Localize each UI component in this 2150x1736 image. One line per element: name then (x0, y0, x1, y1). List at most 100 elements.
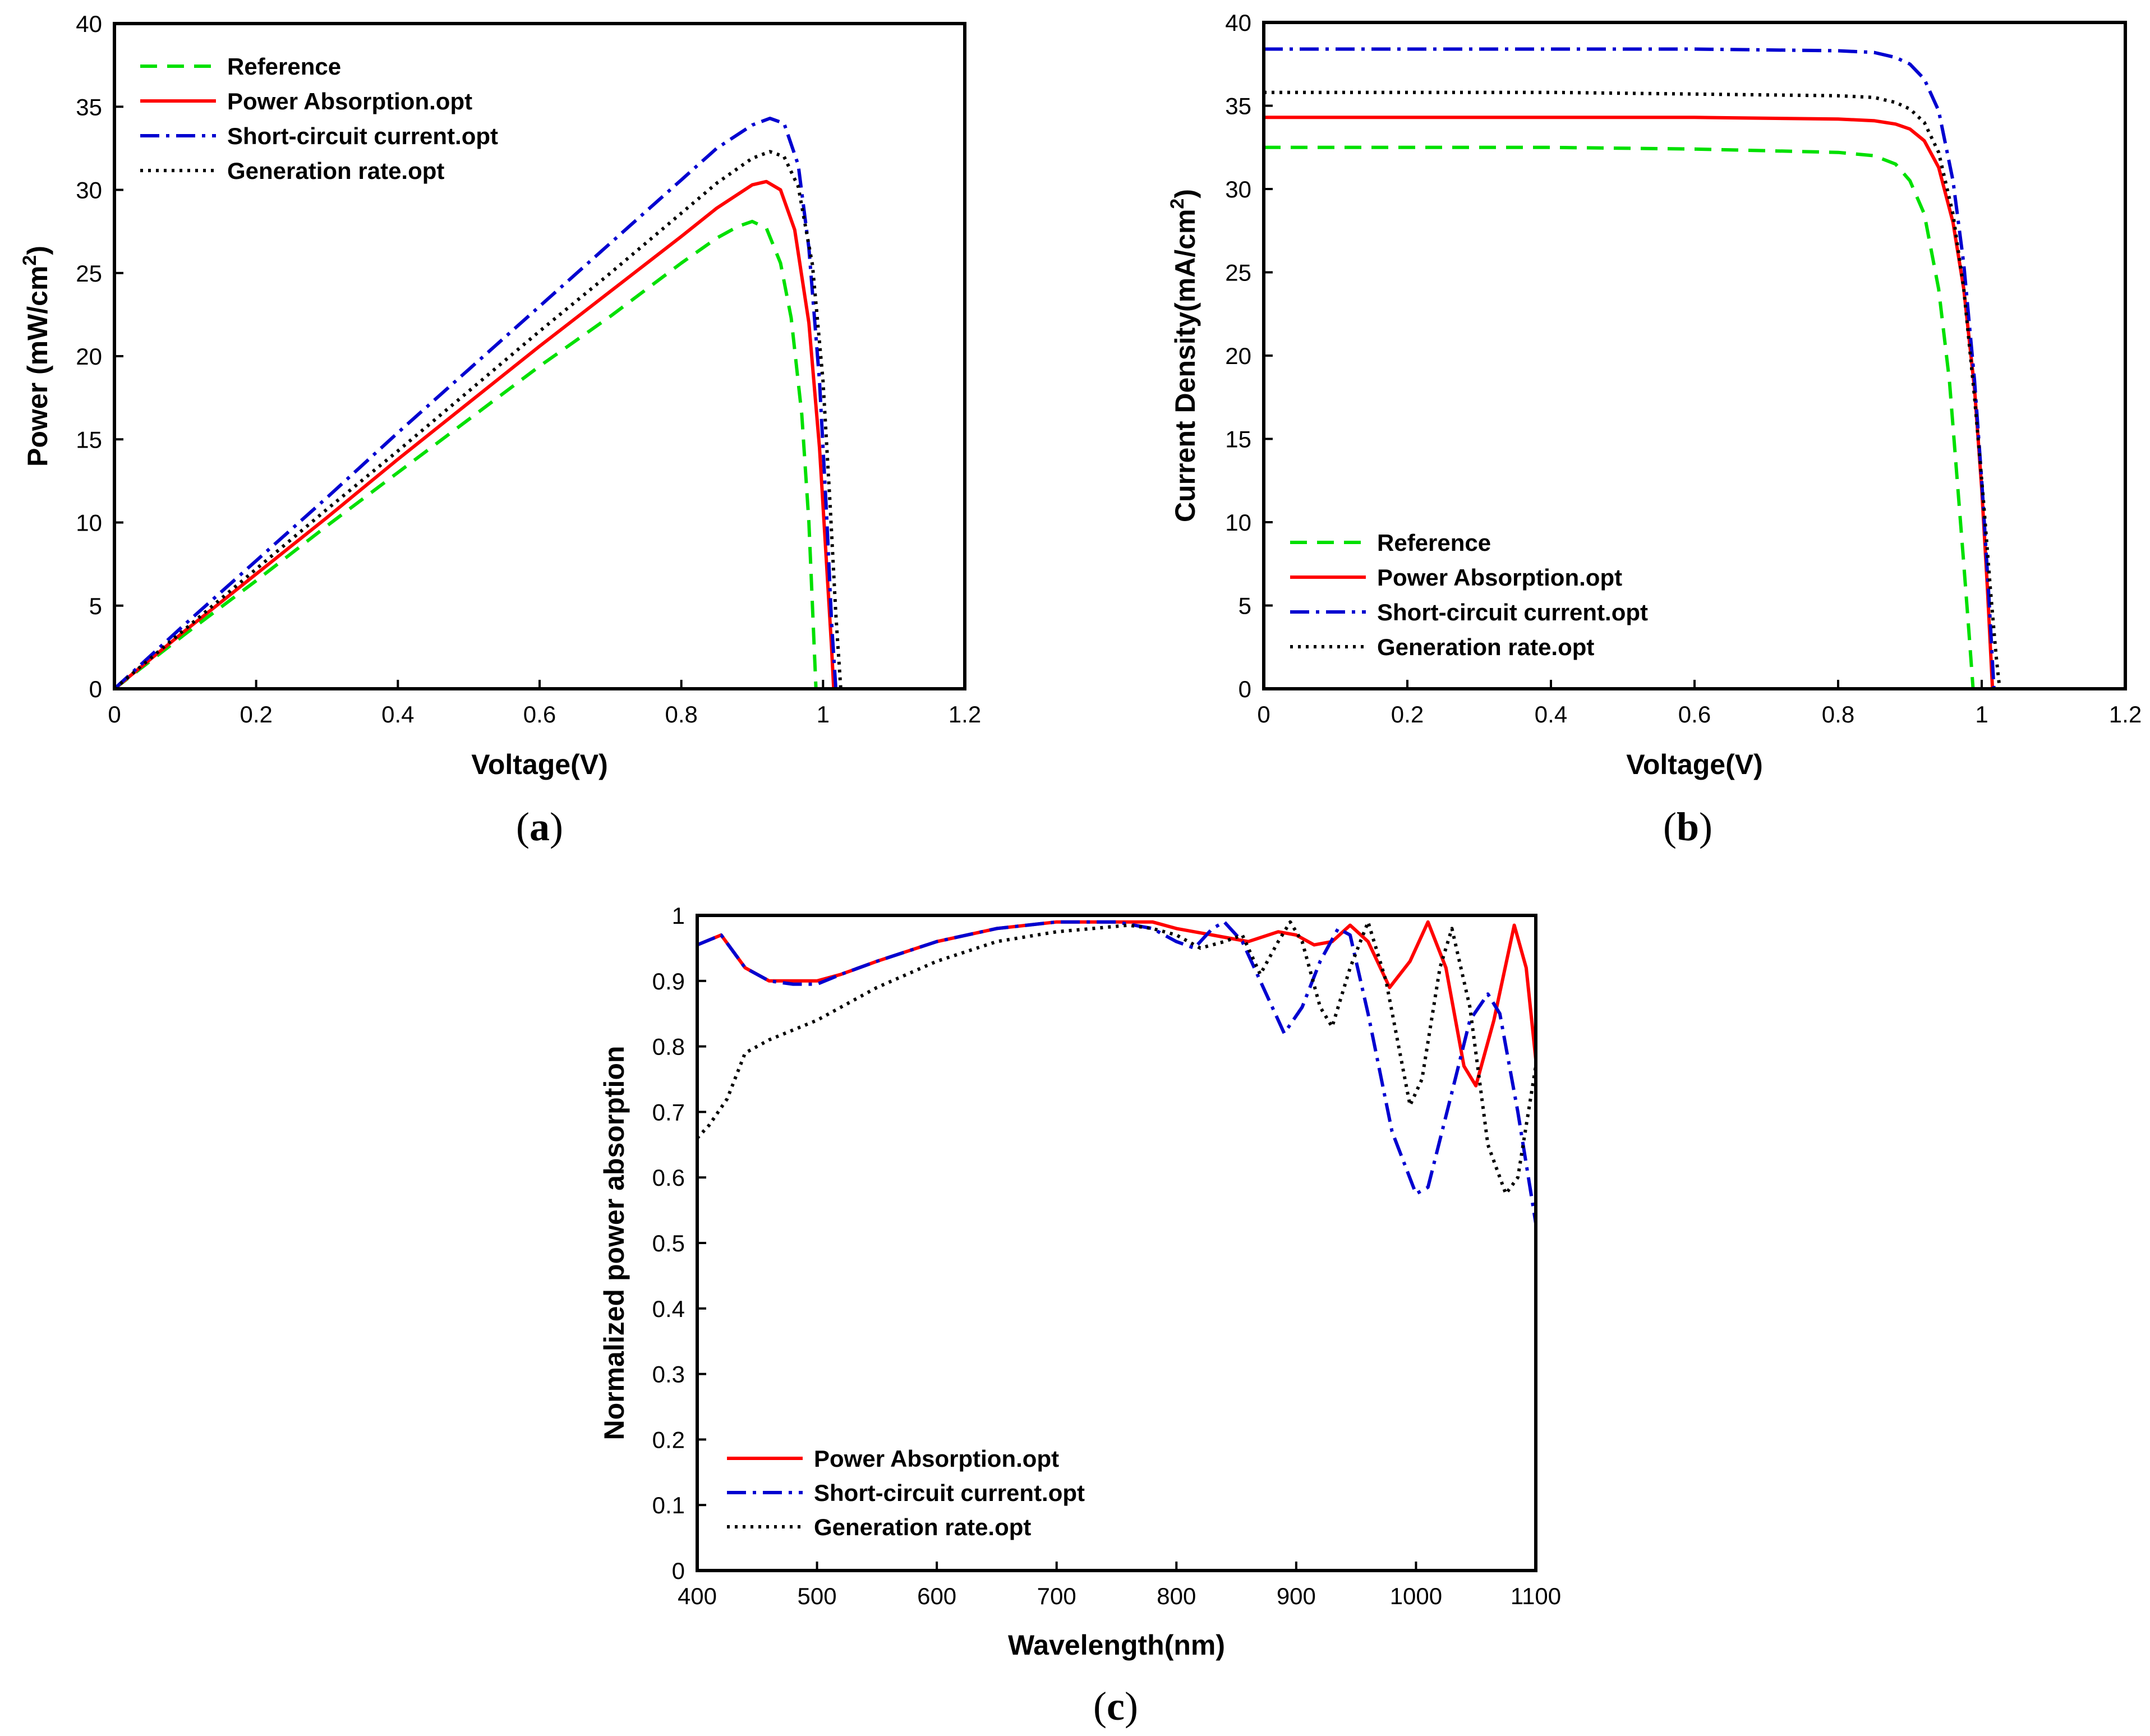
caption-letter: c (1107, 1684, 1125, 1729)
legend-label: Power Absorption.opt (814, 1445, 1059, 1472)
legend-label: Power Absorption.opt (1377, 564, 1622, 591)
legend: Reference Power Absorption.opt Short-circu… (1290, 529, 1648, 660)
panel-c-chart: 400 500 600 700 800 900 1000 1100 0 0.1 0.2 0.3 0.4 0… (598, 902, 1561, 1729)
y-axis-title-text: Power (mW/cm (22, 266, 53, 467)
y-tick-label: 30 (1225, 176, 1251, 202)
legend: Power Absorption.opt Short-circuit curren… (727, 1445, 1085, 1540)
y-tick-label: 0.4 (652, 1296, 685, 1322)
x-axis-title: Wavelength(nm) (1008, 1629, 1225, 1661)
y-tick-label: 35 (76, 94, 102, 120)
x-tick-label: 0.4 (1535, 701, 1567, 727)
y-tick-label: 40 (76, 11, 102, 37)
y-tick-label: 5 (89, 593, 102, 619)
caption-open-paren: ( (516, 804, 530, 849)
series-line-generation-rate-opt (114, 150, 842, 689)
y-tick-label: 0.6 (652, 1164, 685, 1191)
y-tick-label: 10 (1225, 509, 1251, 536)
x-tick-label: 1.2 (2109, 701, 2142, 727)
x-tick-label: 0.2 (1391, 701, 1424, 727)
y-axis-title-superscript: 2 (19, 255, 40, 266)
x-tick-label: 1 (1975, 701, 1988, 727)
y-tick-label: 0.5 (652, 1230, 685, 1256)
legend-label: Generation rate.opt (227, 158, 444, 184)
y-tick-label: 20 (1225, 343, 1251, 369)
y-tick-label: 20 (76, 343, 102, 370)
panel-caption: (c) (1093, 1684, 1138, 1729)
y-tick-label: 25 (1225, 260, 1251, 286)
x-tick-label: 1 (817, 701, 830, 727)
y-tick-label: 10 (76, 510, 102, 536)
series-line-power-absorption-opt (697, 920, 1536, 1088)
legend-label: Power Absorption.opt (227, 88, 472, 114)
panel-b-chart: 0 0.2 0.4 0.6 0.8 1 1.2 0 5 10 15 20 25 30 35 40 Voltage… (1167, 10, 2142, 849)
caption-close-paren: ) (550, 804, 563, 849)
x-tick-label: 400 (678, 1583, 717, 1609)
y-tick-label: 1 (672, 902, 685, 929)
y-tick-label: 35 (1225, 93, 1251, 119)
y-axis-title-end: ) (22, 246, 53, 255)
y-axis-title: Current Density(mA/cm2) (1167, 189, 1201, 522)
x-tick-label: 1000 (1390, 1583, 1442, 1609)
legend-label: Short-circuit current.opt (1377, 599, 1648, 625)
y-tick-label: 0.3 (652, 1361, 685, 1388)
y-tick-label: 0 (672, 1558, 685, 1584)
y-tick-label: 0.7 (652, 1099, 685, 1125)
x-tick-label: 0 (108, 701, 121, 727)
series-line-short-circuit-current-opt (1264, 47, 1996, 689)
y-tick-label: 0.1 (652, 1492, 685, 1518)
series-line-short-circuit-current-opt (697, 920, 1536, 1224)
y-tick-label: 15 (1225, 426, 1251, 453)
y-axis-title-text: Normalized power absorption (598, 1046, 630, 1440)
series-line-reference (1264, 145, 1975, 689)
y-axis-title: Power (mW/cm2) (19, 246, 53, 467)
legend-label: Generation rate.opt (814, 1514, 1031, 1540)
series-line-generation-rate-opt (1264, 90, 2001, 689)
legend-label: Short-circuit current.opt (814, 1480, 1085, 1506)
series-line-reference (114, 219, 818, 689)
y-tick-label: 40 (1225, 10, 1251, 36)
legend: Reference Power Absorption.opt Short-circu… (140, 53, 498, 184)
x-tick-label: 1.2 (949, 701, 981, 727)
legend-label: Reference (227, 53, 341, 80)
caption-open-paren: ( (1663, 804, 1677, 849)
x-tick-label: 0.6 (523, 701, 556, 727)
y-axis-title-text: Current Density(mA/cm (1170, 209, 1201, 522)
y-tick-label: 25 (76, 260, 102, 287)
caption-letter: b (1677, 804, 1699, 849)
x-tick-label: 0.4 (381, 701, 414, 727)
x-tick-label: 500 (798, 1583, 837, 1609)
legend-label: Reference (1377, 529, 1491, 556)
y-axis-title: Normalized power absorption (598, 1046, 630, 1440)
legend-label: Generation rate.opt (1377, 634, 1594, 660)
y-axis-title-end: ) (1170, 189, 1201, 199)
x-axis-title: Voltage(V) (471, 749, 608, 780)
y-tick-label: 0 (1239, 676, 1251, 702)
panel-a-chart: 0 0.2 0.4 0.6 0.8 1 1.2 0 5 10 15 20 25 30 35 40 Voltage… (19, 11, 981, 849)
x-tick-label: 600 (917, 1583, 956, 1609)
x-tick-label: 1100 (1511, 1583, 1561, 1609)
caption-letter: a (530, 804, 550, 849)
x-tick-label: 900 (1277, 1583, 1316, 1609)
y-tick-label: 0 (89, 676, 102, 702)
y-tick-label: 30 (76, 177, 102, 204)
y-tick-label: 0.9 (652, 968, 685, 994)
caption-close-paren: ) (1699, 804, 1712, 849)
series-line-short-circuit-current-opt (114, 117, 838, 689)
x-tick-label: 0 (1257, 701, 1270, 727)
y-axis-title-superscript: 2 (1167, 199, 1188, 209)
caption-open-paren: ( (1093, 1684, 1107, 1729)
y-tick-label: 0.2 (652, 1426, 685, 1453)
x-tick-label: 0.8 (1822, 701, 1854, 727)
caption-close-paren: ) (1125, 1684, 1138, 1729)
x-axis-title: Voltage(V) (1626, 749, 1763, 780)
x-tick-label: 0.2 (240, 701, 272, 727)
x-tick-label: 800 (1157, 1583, 1196, 1609)
y-tick-label: 15 (76, 426, 102, 453)
x-tick-label: 700 (1037, 1583, 1076, 1609)
plot-frame (696, 914, 1537, 1572)
panel-caption: (a) (516, 804, 563, 849)
y-tick-label: 5 (1239, 593, 1251, 619)
y-tick-label: 0.8 (652, 1034, 685, 1060)
panel-caption: (b) (1663, 804, 1712, 849)
